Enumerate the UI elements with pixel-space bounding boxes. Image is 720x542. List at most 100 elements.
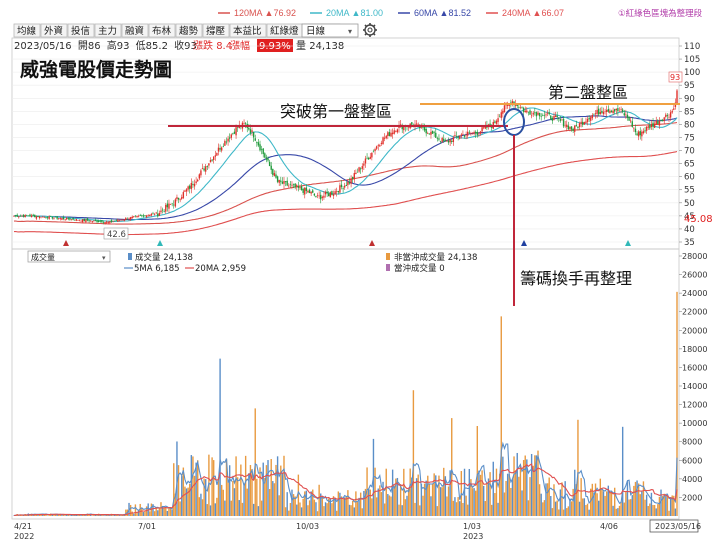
volume-bar [484,501,486,516]
candle [264,152,266,159]
candle [260,145,263,155]
volume-bar [145,506,148,516]
candle [660,119,662,122]
volume-bar [262,462,264,516]
candle [324,190,327,198]
candle [500,109,502,121]
tab-3[interactable]: 主力 [94,23,122,38]
candle [467,127,469,139]
candle [160,206,162,215]
volume-bar [102,515,105,516]
candle [40,217,42,219]
volume-bar [313,499,316,516]
candle [69,216,71,221]
candle [575,120,578,127]
candle [351,176,354,183]
candle [181,194,183,201]
candle [312,188,314,194]
gear-icon[interactable] [363,23,377,37]
candle [585,117,587,124]
signal-marker-icon [157,240,163,246]
volume-bar [569,498,571,516]
volume-bar [238,500,240,516]
tab-5[interactable]: 布林 [148,23,176,38]
candle [476,129,479,138]
tab-4[interactable]: 融資 [121,23,149,38]
candle [54,216,57,218]
candle [233,128,236,135]
candle [591,113,594,121]
tab-2[interactable]: 投信 [67,23,95,38]
candle [150,212,153,217]
indicator-tabs[interactable]: 均線外資投信主力融資布林趨勢撐壓本益比紅綠燈分價量 [13,23,341,38]
candle [532,111,534,117]
volume-bar [248,473,250,516]
candle [193,179,196,190]
volume-bar [280,465,282,516]
candle [326,188,328,198]
volume-bar [398,504,400,516]
candle [77,219,79,221]
candle [107,221,109,225]
tab-9[interactable]: 紅綠燈 [266,23,304,38]
candle [463,134,466,139]
volume-bar [291,489,293,516]
volume-bar [534,455,536,516]
candle [102,220,105,225]
candle [216,152,218,157]
candle [214,150,216,161]
candle [280,176,282,186]
candle [289,181,292,188]
volume-bar [406,495,408,516]
volume-bar [395,478,397,516]
period-select[interactable]: 日線 ▾ [301,23,359,38]
candle [19,214,22,217]
volume-bar [430,496,432,516]
candle [446,139,448,142]
volume-bar [246,488,248,516]
volume-select[interactable]: 成交量 ▾ [27,250,111,263]
volume-bar [522,460,525,516]
volume-bar [211,457,213,516]
volume-bar [666,495,669,516]
tab-7[interactable]: 撐壓 [202,23,230,38]
volume-bar [623,502,625,516]
candle [171,203,173,207]
tab-6[interactable]: 趨勢 [175,23,203,38]
candle [126,217,129,220]
volume-bar [602,491,605,516]
candle [556,111,558,121]
tab-8[interactable]: 本益比 [229,23,267,38]
volume-bar [529,477,531,516]
tab-0[interactable]: 均線 [13,23,41,38]
legend-60ma: 60MA ▲81.52 [414,8,471,18]
volume-bar [144,511,146,516]
volume-bar [508,474,510,516]
volume-bar [494,493,496,516]
candle [554,111,557,118]
volume-bar [665,495,667,516]
volume-tick: 22000 [682,308,707,317]
volume-bar [454,497,456,516]
volume-bar [506,473,509,516]
candle [252,131,255,142]
volume-bar [604,495,606,516]
candle [89,220,92,222]
volume-bar [588,509,590,516]
volume-bar [51,514,54,516]
volume-bar [276,456,279,516]
candle [574,125,576,136]
price-tick: 90 [684,94,695,104]
candle [99,219,101,223]
candle [128,217,130,221]
volume-bar [251,469,253,516]
volume-bar [264,477,266,516]
tab-1[interactable]: 外資 [40,23,68,38]
candle [550,115,552,120]
candle [470,131,472,136]
signal-marker-icon [521,240,527,246]
volume-bar [511,478,514,516]
candle [610,109,613,113]
volume-bar [13,515,15,516]
candle [538,112,541,120]
